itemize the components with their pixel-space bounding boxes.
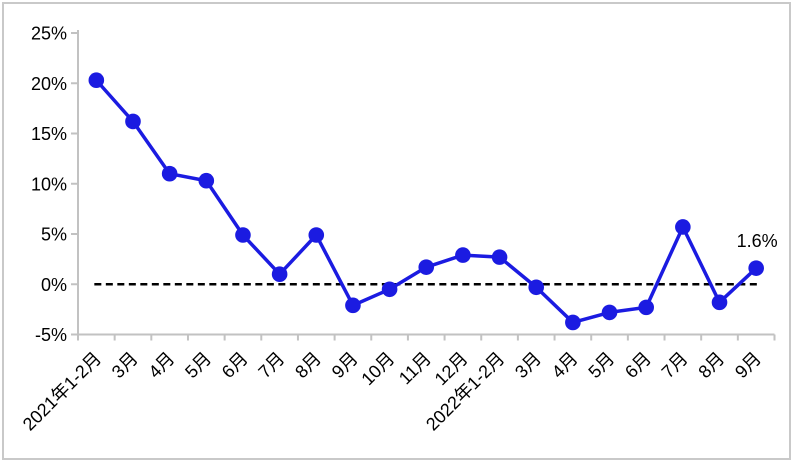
data-point (711, 294, 728, 311)
y-tick-label: 0% (41, 275, 67, 295)
data-point (125, 113, 141, 130)
y-tick-label: 15% (31, 124, 67, 144)
data-point (565, 314, 581, 331)
last-value-annotation: 1.6% (737, 231, 778, 251)
data-point (638, 299, 654, 316)
y-tick-label: 10% (31, 174, 67, 194)
data-point (235, 227, 251, 243)
y-tick-label: -5% (35, 325, 67, 345)
data-point (381, 281, 398, 298)
data-point (198, 172, 215, 189)
data-point (345, 297, 361, 314)
data-point (528, 279, 545, 296)
chart-frame-border (2, 2, 791, 460)
data-point (491, 249, 508, 265)
data-point (308, 227, 325, 243)
data-point (601, 304, 618, 321)
data-point (455, 247, 471, 263)
data-point (88, 72, 105, 89)
data-point (161, 165, 178, 182)
y-tick-label: 5% (41, 225, 67, 245)
y-tick-label: 20% (31, 74, 67, 94)
data-point (675, 219, 691, 235)
data-point (748, 260, 764, 276)
y-tick-label: 25% (31, 24, 67, 44)
data-point (271, 266, 288, 283)
data-point (418, 259, 435, 275)
